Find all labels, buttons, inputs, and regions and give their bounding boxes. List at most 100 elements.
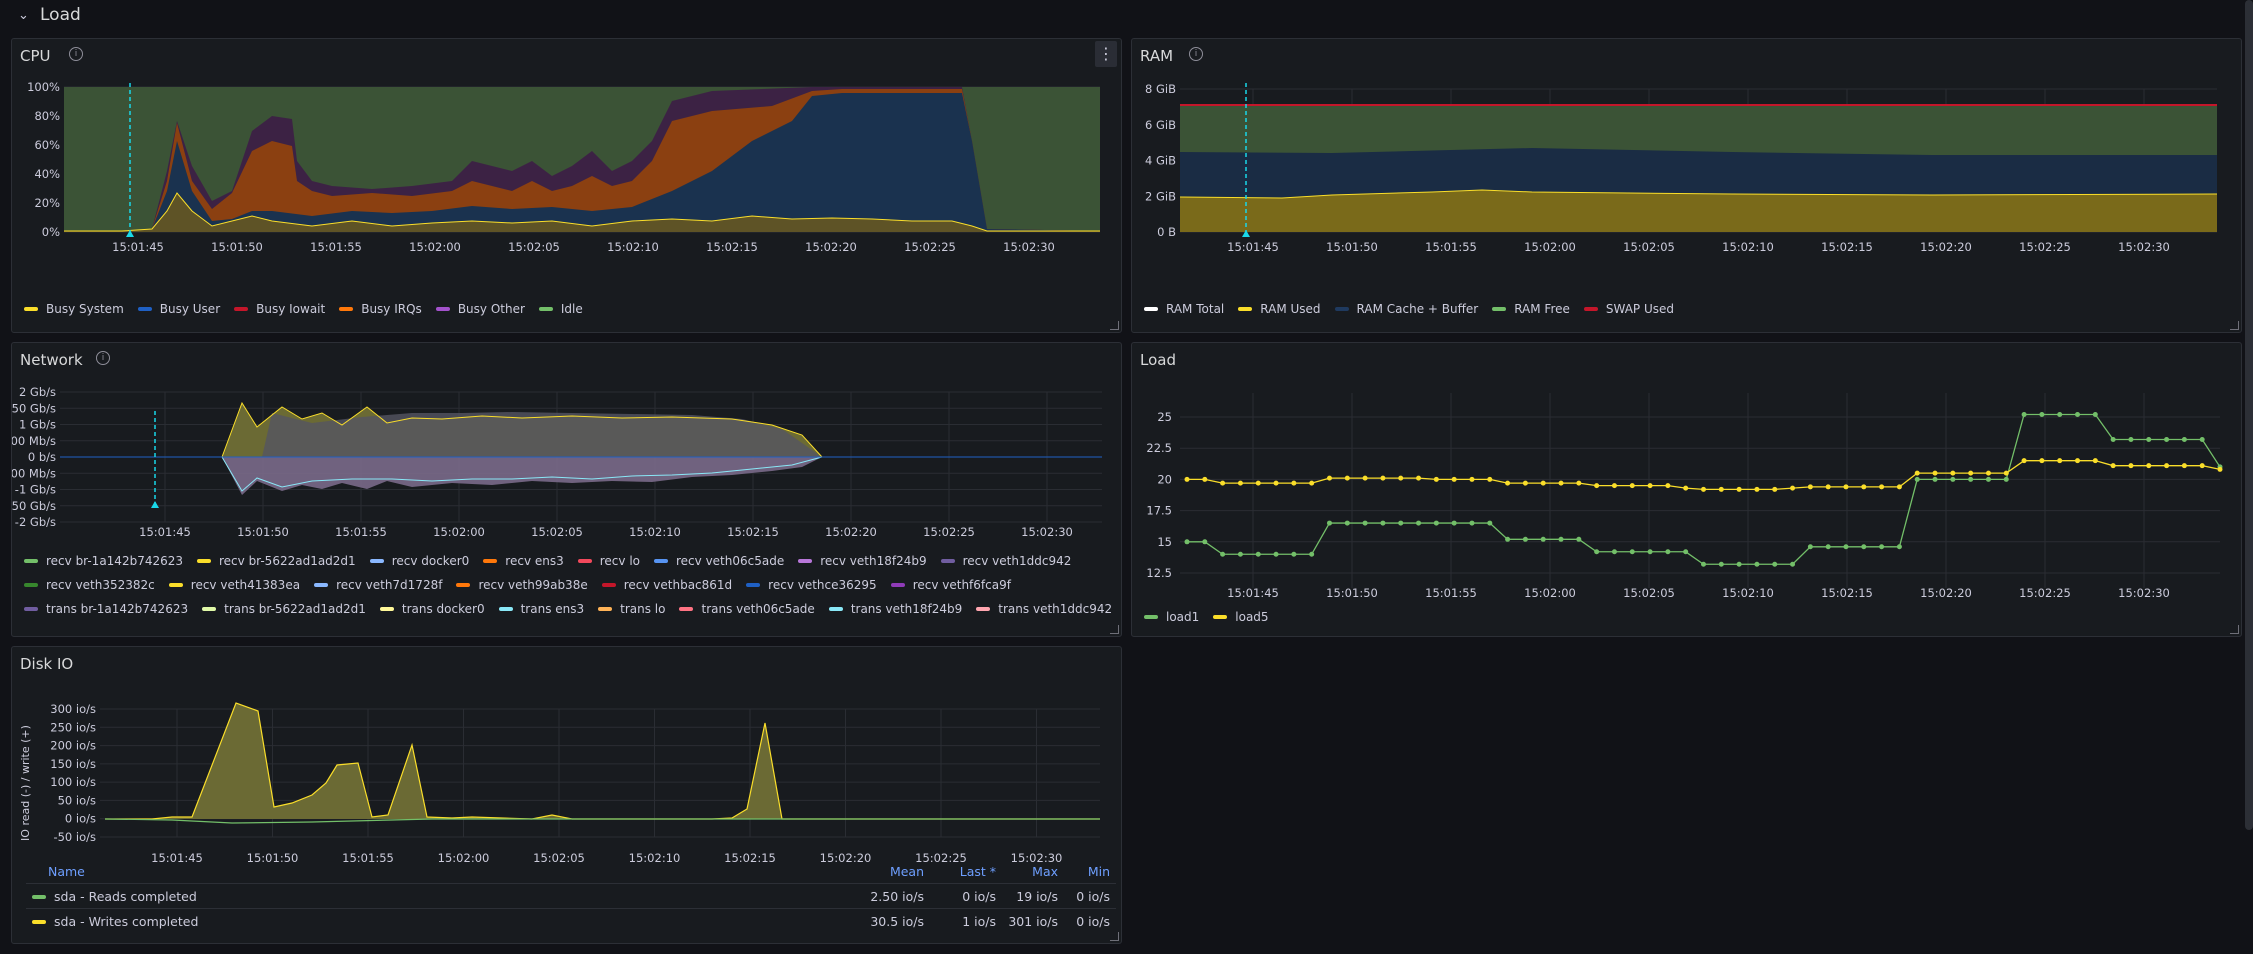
data-point[interactable] <box>1273 480 1279 486</box>
data-point[interactable] <box>2110 463 2116 469</box>
data-point[interactable] <box>1683 549 1689 555</box>
data-point[interactable] <box>1754 561 1760 567</box>
column-header-name[interactable]: Name <box>48 863 85 879</box>
data-point[interactable] <box>1237 480 1243 486</box>
data-point[interactable] <box>1932 476 1938 482</box>
data-point[interactable] <box>1487 520 1493 526</box>
legend-item[interactable]: Busy Iowait <box>234 302 325 316</box>
resize-handle-icon[interactable] <box>1110 625 1119 634</box>
legend-item[interactable]: recv veth06c5ade <box>654 554 784 568</box>
legend-item[interactable]: Busy IRQs <box>339 302 422 316</box>
legend-item[interactable]: RAM Used <box>1238 302 1321 316</box>
legend-item[interactable]: recv veth41383ea <box>168 578 300 592</box>
legend-item[interactable]: recv veth99ab38e <box>456 578 588 592</box>
data-point[interactable] <box>1380 475 1386 481</box>
legend-item[interactable]: trans veth1ddc942 <box>976 602 1112 616</box>
data-point[interactable] <box>2110 436 2116 442</box>
data-point[interactable] <box>1914 476 1920 482</box>
data-point[interactable] <box>1879 484 1885 490</box>
data-point[interactable] <box>1647 549 1653 555</box>
info-icon[interactable]: i <box>69 47 83 61</box>
data-point[interactable] <box>1344 520 1350 526</box>
data-point[interactable] <box>1202 476 1208 482</box>
data-point[interactable] <box>1558 480 1564 486</box>
data-point[interactable] <box>1896 544 1902 550</box>
data-point[interactable] <box>1576 536 1582 542</box>
legend-item[interactable]: trans veth18f24b9 <box>828 602 962 616</box>
data-point[interactable] <box>2057 412 2063 418</box>
data-point[interactable] <box>1754 486 1760 492</box>
column-header-last[interactable]: Last * <box>959 863 996 879</box>
data-point[interactable] <box>2039 412 2045 418</box>
data-point[interactable] <box>1790 561 1796 567</box>
column-header-mean[interactable]: Mean <box>889 863 924 879</box>
data-point[interactable] <box>1701 486 1706 492</box>
legend-item[interactable]: Busy System <box>24 302 124 316</box>
data-point[interactable] <box>1469 520 1475 526</box>
legend-item[interactable]: trans docker0 <box>379 602 485 616</box>
legend-item[interactable]: Busy User <box>137 302 220 316</box>
data-point[interactable] <box>1433 476 1439 482</box>
data-point[interactable] <box>1540 480 1546 486</box>
data-point[interactable] <box>1861 484 1867 490</box>
data-point[interactable] <box>2181 463 2187 469</box>
data-point[interactable] <box>1825 544 1831 550</box>
data-point[interactable] <box>1576 480 1582 486</box>
legend-item[interactable]: recv veth18f24b9 <box>798 554 927 568</box>
data-point[interactable] <box>2146 463 2152 469</box>
data-point[interactable] <box>1932 470 1938 476</box>
legend-item[interactable]: Busy Other <box>435 302 525 316</box>
legend-item[interactable]: recv lo <box>577 554 640 568</box>
resize-handle-icon[interactable] <box>2230 625 2239 634</box>
legend-item[interactable]: trans br-5622ad1ad2d1 <box>202 602 366 616</box>
data-point[interactable] <box>1416 520 1422 526</box>
data-point[interactable] <box>2092 458 2098 464</box>
data-point[interactable] <box>1344 475 1350 481</box>
resize-handle-icon[interactable] <box>1110 932 1119 941</box>
chevron-down-icon[interactable]: ⌄ <box>18 8 29 23</box>
data-point[interactable] <box>2164 463 2170 469</box>
data-point[interactable] <box>1950 476 1956 482</box>
legend-item[interactable]: trans br-1a142b742623 <box>24 602 188 616</box>
data-point[interactable] <box>2199 463 2205 469</box>
data-point[interactable] <box>1540 536 1546 542</box>
legend-item[interactable]: RAM Free <box>1492 302 1570 316</box>
legend-item[interactable]: Idle <box>538 302 583 316</box>
data-point[interactable] <box>1255 480 1261 486</box>
data-point[interactable] <box>1985 470 1991 476</box>
column-header-min[interactable]: Min <box>1087 863 1110 879</box>
legend-item[interactable]: SWAP Used <box>1583 302 1674 316</box>
scrollbar-track[interactable] <box>2243 0 2253 954</box>
data-point[interactable] <box>1398 475 1404 481</box>
data-point[interactable] <box>1665 483 1671 489</box>
legend-item[interactable]: load5 <box>1213 610 1269 624</box>
data-point[interactable] <box>2057 458 2063 464</box>
data-point[interactable] <box>1594 483 1600 489</box>
data-point[interactable] <box>1220 480 1226 486</box>
legend-item[interactable]: RAM Total <box>1144 302 1224 316</box>
legend-item[interactable]: load1 <box>1144 610 1199 624</box>
resize-handle-icon[interactable] <box>2230 321 2239 330</box>
data-point[interactable] <box>1968 476 1974 482</box>
data-point[interactable] <box>1879 544 1885 550</box>
data-point[interactable] <box>1184 476 1190 482</box>
data-point[interactable] <box>1273 551 1279 557</box>
legend-item[interactable]: recv ens3 <box>483 554 564 568</box>
data-point[interactable] <box>1772 486 1778 492</box>
legend-item[interactable]: recv vethf6fca9f <box>890 578 1011 592</box>
data-point[interactable] <box>1594 549 1600 555</box>
data-point[interactable] <box>2199 436 2205 442</box>
data-point[interactable] <box>1291 551 1297 557</box>
legend-item[interactable]: recv docker0 <box>369 554 469 568</box>
data-point[interactable] <box>1469 476 1475 482</box>
data-point[interactable] <box>2146 436 2152 442</box>
data-point[interactable] <box>1522 536 1528 542</box>
data-point[interactable] <box>1772 561 1778 567</box>
data-point[interactable] <box>1487 476 1493 482</box>
data-point[interactable] <box>2092 412 2098 418</box>
data-point[interactable] <box>2075 458 2081 464</box>
legend-item[interactable]: trans ens3 <box>498 602 584 616</box>
data-point[interactable] <box>1451 476 1457 482</box>
legend-item[interactable]: trans lo <box>598 602 665 616</box>
info-icon[interactable]: i <box>1189 47 1203 61</box>
